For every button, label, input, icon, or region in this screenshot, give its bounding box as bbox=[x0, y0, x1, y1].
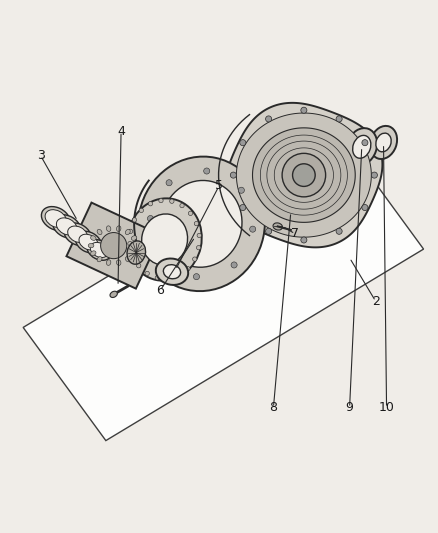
Ellipse shape bbox=[163, 265, 180, 279]
Ellipse shape bbox=[91, 236, 96, 240]
Text: 8: 8 bbox=[269, 401, 277, 415]
Ellipse shape bbox=[90, 243, 108, 257]
Circle shape bbox=[186, 266, 190, 271]
Circle shape bbox=[137, 263, 141, 268]
Circle shape bbox=[265, 228, 272, 235]
Circle shape bbox=[148, 201, 152, 206]
Circle shape bbox=[148, 215, 154, 222]
Ellipse shape bbox=[88, 244, 94, 248]
Circle shape bbox=[166, 276, 170, 281]
Ellipse shape bbox=[64, 223, 91, 246]
Ellipse shape bbox=[273, 223, 283, 230]
Ellipse shape bbox=[161, 181, 242, 267]
Circle shape bbox=[131, 253, 135, 257]
Ellipse shape bbox=[117, 260, 121, 265]
Circle shape bbox=[197, 246, 201, 250]
Circle shape bbox=[230, 172, 237, 178]
Circle shape bbox=[194, 221, 198, 226]
Circle shape bbox=[265, 116, 272, 122]
Ellipse shape bbox=[376, 133, 391, 152]
Circle shape bbox=[101, 232, 127, 259]
Circle shape bbox=[301, 237, 307, 243]
Ellipse shape bbox=[125, 229, 130, 235]
Circle shape bbox=[188, 211, 193, 215]
Ellipse shape bbox=[79, 234, 98, 250]
Circle shape bbox=[231, 262, 237, 268]
Circle shape bbox=[293, 164, 315, 187]
Ellipse shape bbox=[97, 229, 102, 235]
Circle shape bbox=[170, 199, 174, 204]
Ellipse shape bbox=[41, 207, 70, 231]
Circle shape bbox=[194, 273, 200, 280]
Ellipse shape bbox=[131, 236, 137, 240]
Polygon shape bbox=[67, 203, 161, 288]
Circle shape bbox=[362, 205, 368, 211]
Circle shape bbox=[336, 228, 342, 235]
Circle shape bbox=[155, 276, 159, 280]
Polygon shape bbox=[237, 113, 371, 237]
Ellipse shape bbox=[53, 215, 81, 238]
Text: 3: 3 bbox=[37, 149, 45, 162]
Ellipse shape bbox=[138, 157, 265, 291]
Circle shape bbox=[159, 254, 165, 261]
Ellipse shape bbox=[370, 126, 397, 159]
Circle shape bbox=[145, 271, 149, 276]
Ellipse shape bbox=[97, 256, 102, 262]
Text: 10: 10 bbox=[378, 401, 395, 415]
Ellipse shape bbox=[131, 251, 137, 255]
Polygon shape bbox=[225, 103, 382, 247]
Text: 5: 5 bbox=[215, 180, 223, 192]
Circle shape bbox=[180, 204, 184, 208]
Circle shape bbox=[238, 187, 244, 193]
Text: 6: 6 bbox=[156, 284, 164, 297]
Text: 2: 2 bbox=[372, 295, 380, 308]
Polygon shape bbox=[253, 128, 355, 222]
Ellipse shape bbox=[57, 218, 77, 235]
Ellipse shape bbox=[91, 251, 96, 255]
Circle shape bbox=[193, 257, 197, 261]
Ellipse shape bbox=[353, 135, 371, 158]
Circle shape bbox=[128, 229, 133, 233]
Ellipse shape bbox=[127, 241, 145, 264]
Ellipse shape bbox=[141, 214, 187, 265]
Circle shape bbox=[301, 107, 307, 114]
Circle shape bbox=[250, 226, 256, 232]
Text: 4: 4 bbox=[117, 125, 125, 138]
Ellipse shape bbox=[127, 198, 202, 281]
Circle shape bbox=[240, 205, 246, 211]
Ellipse shape bbox=[75, 231, 101, 253]
Circle shape bbox=[132, 218, 137, 222]
Circle shape bbox=[177, 273, 181, 278]
Circle shape bbox=[362, 140, 368, 146]
Ellipse shape bbox=[125, 256, 130, 262]
Ellipse shape bbox=[156, 259, 188, 285]
Text: 7: 7 bbox=[291, 228, 299, 240]
Ellipse shape bbox=[45, 209, 67, 228]
Circle shape bbox=[159, 198, 163, 203]
Ellipse shape bbox=[106, 226, 111, 231]
Circle shape bbox=[166, 180, 172, 186]
Ellipse shape bbox=[134, 244, 139, 248]
Ellipse shape bbox=[117, 226, 121, 231]
Ellipse shape bbox=[106, 260, 111, 265]
Ellipse shape bbox=[110, 291, 117, 297]
Text: 9: 9 bbox=[346, 401, 353, 415]
Circle shape bbox=[139, 208, 144, 213]
Ellipse shape bbox=[346, 128, 377, 166]
Circle shape bbox=[128, 241, 132, 246]
Circle shape bbox=[282, 154, 325, 197]
Circle shape bbox=[336, 116, 342, 122]
Ellipse shape bbox=[87, 240, 112, 260]
Ellipse shape bbox=[68, 226, 88, 243]
Polygon shape bbox=[23, 136, 424, 441]
Circle shape bbox=[197, 233, 201, 238]
Circle shape bbox=[204, 168, 210, 174]
Circle shape bbox=[240, 140, 246, 146]
Circle shape bbox=[371, 172, 378, 178]
